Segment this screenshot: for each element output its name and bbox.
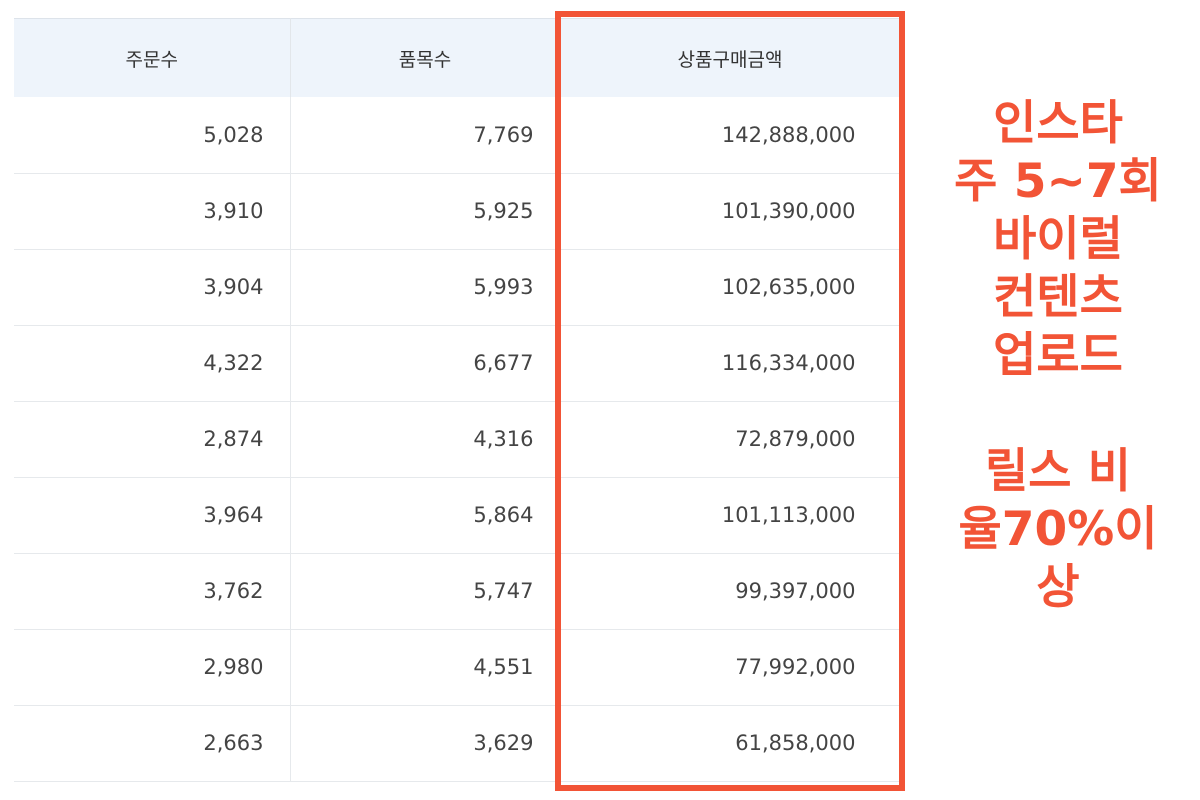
annotation-spacer <box>920 385 1196 443</box>
cell-items: 3,629 <box>290 705 561 782</box>
column-header-orders[interactable]: 주문수 <box>14 18 291 97</box>
cell-items: 5,993 <box>290 249 561 326</box>
column-header-purchase-amount[interactable]: 상품구매금액 <box>560 18 901 97</box>
cell-orders: 4,322 <box>14 325 291 402</box>
cell-items: 5,747 <box>290 553 561 630</box>
cell-orders: 5,028 <box>14 97 291 174</box>
sales-table: 주문수 품목수 상품구매금액 5,028 7,769 142,888,000 3… <box>14 18 901 782</box>
annotation-line: 업로드 <box>993 328 1123 383</box>
cell-purchase-amount: 99,397,000 <box>560 553 901 630</box>
table-row: 2,980 4,551 77,992,000 <box>14 629 901 706</box>
cell-orders: 3,762 <box>14 553 291 630</box>
column-header-items[interactable]: 품목수 <box>290 18 561 97</box>
cell-orders: 2,980 <box>14 629 291 706</box>
table-row: 3,964 5,864 101,113,000 <box>14 477 901 554</box>
cell-items: 6,677 <box>290 325 561 402</box>
annotation-line: 인스타 <box>993 96 1123 151</box>
table-row: 2,663 3,629 61,858,000 <box>14 705 901 782</box>
cell-purchase-amount: 102,635,000 <box>560 249 901 326</box>
table-header-row: 주문수 품목수 상품구매금액 <box>14 18 901 97</box>
cell-purchase-amount: 72,879,000 <box>560 401 901 478</box>
annotation-text: 인스타 주 5~7회 바이럴 컨텐츠 업로드 릴스 비 율70%이 상 <box>920 95 1196 617</box>
cell-items: 5,864 <box>290 477 561 554</box>
annotation-line: 율70%이 <box>958 502 1158 557</box>
cell-items: 4,551 <box>290 629 561 706</box>
annotation-line: 바이럴 <box>993 212 1123 267</box>
cell-items: 7,769 <box>290 97 561 174</box>
table-row: 3,904 5,993 102,635,000 <box>14 249 901 326</box>
cell-orders: 2,874 <box>14 401 291 478</box>
table-row: 3,910 5,925 101,390,000 <box>14 173 901 250</box>
sales-table-container: 주문수 품목수 상품구매금액 5,028 7,769 142,888,000 3… <box>14 18 901 782</box>
cell-purchase-amount: 101,390,000 <box>560 173 901 250</box>
table-row: 2,874 4,316 72,879,000 <box>14 401 901 478</box>
cell-orders: 2,663 <box>14 705 291 782</box>
annotation-line: 컨텐츠 <box>993 270 1123 325</box>
annotation-line: 상 <box>1036 560 1080 615</box>
table-row: 5,028 7,769 142,888,000 <box>14 97 901 174</box>
cell-orders: 3,904 <box>14 249 291 326</box>
cell-purchase-amount: 77,992,000 <box>560 629 901 706</box>
cell-purchase-amount: 61,858,000 <box>560 705 901 782</box>
annotation-line: 릴스 비 <box>984 444 1132 499</box>
cell-items: 5,925 <box>290 173 561 250</box>
cell-purchase-amount: 101,113,000 <box>560 477 901 554</box>
table-row: 4,322 6,677 116,334,000 <box>14 325 901 402</box>
cell-purchase-amount: 116,334,000 <box>560 325 901 402</box>
cell-orders: 3,964 <box>14 477 291 554</box>
cell-items: 4,316 <box>290 401 561 478</box>
annotation-line: 주 5~7회 <box>954 154 1162 209</box>
table-row: 3,762 5,747 99,397,000 <box>14 553 901 630</box>
cell-purchase-amount: 142,888,000 <box>560 97 901 174</box>
cell-orders: 3,910 <box>14 173 291 250</box>
